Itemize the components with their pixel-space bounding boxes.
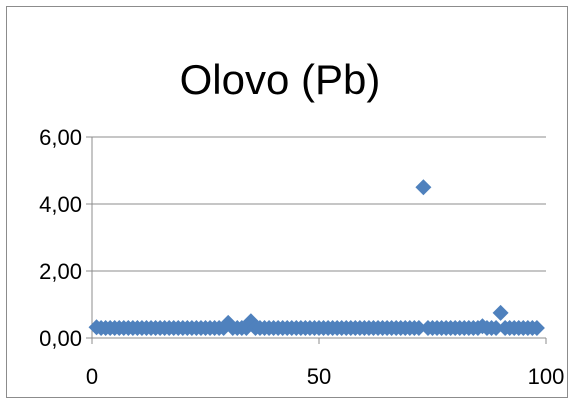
data-point xyxy=(492,304,509,321)
x-tick-label: 100 xyxy=(528,364,565,389)
chart-title: Olovo (Pb) xyxy=(180,56,381,103)
data-point xyxy=(488,319,505,336)
data-point xyxy=(528,319,545,336)
data-point xyxy=(410,319,427,336)
data-points xyxy=(88,179,545,336)
x-tick-label: 0 xyxy=(86,364,98,389)
y-axis-ticks: 0,00 2,00 4,00 6,00 xyxy=(39,125,92,351)
y-tick-label: 2,00 xyxy=(39,259,82,284)
x-axis-ticks: 0 50 100 xyxy=(86,338,564,389)
gridlines xyxy=(91,136,546,339)
data-point xyxy=(415,179,432,196)
y-tick-label: 0,00 xyxy=(39,326,82,351)
y-tick-label: 4,00 xyxy=(39,192,82,217)
y-tick-label: 6,00 xyxy=(39,125,82,150)
x-tick-label: 50 xyxy=(307,364,331,389)
